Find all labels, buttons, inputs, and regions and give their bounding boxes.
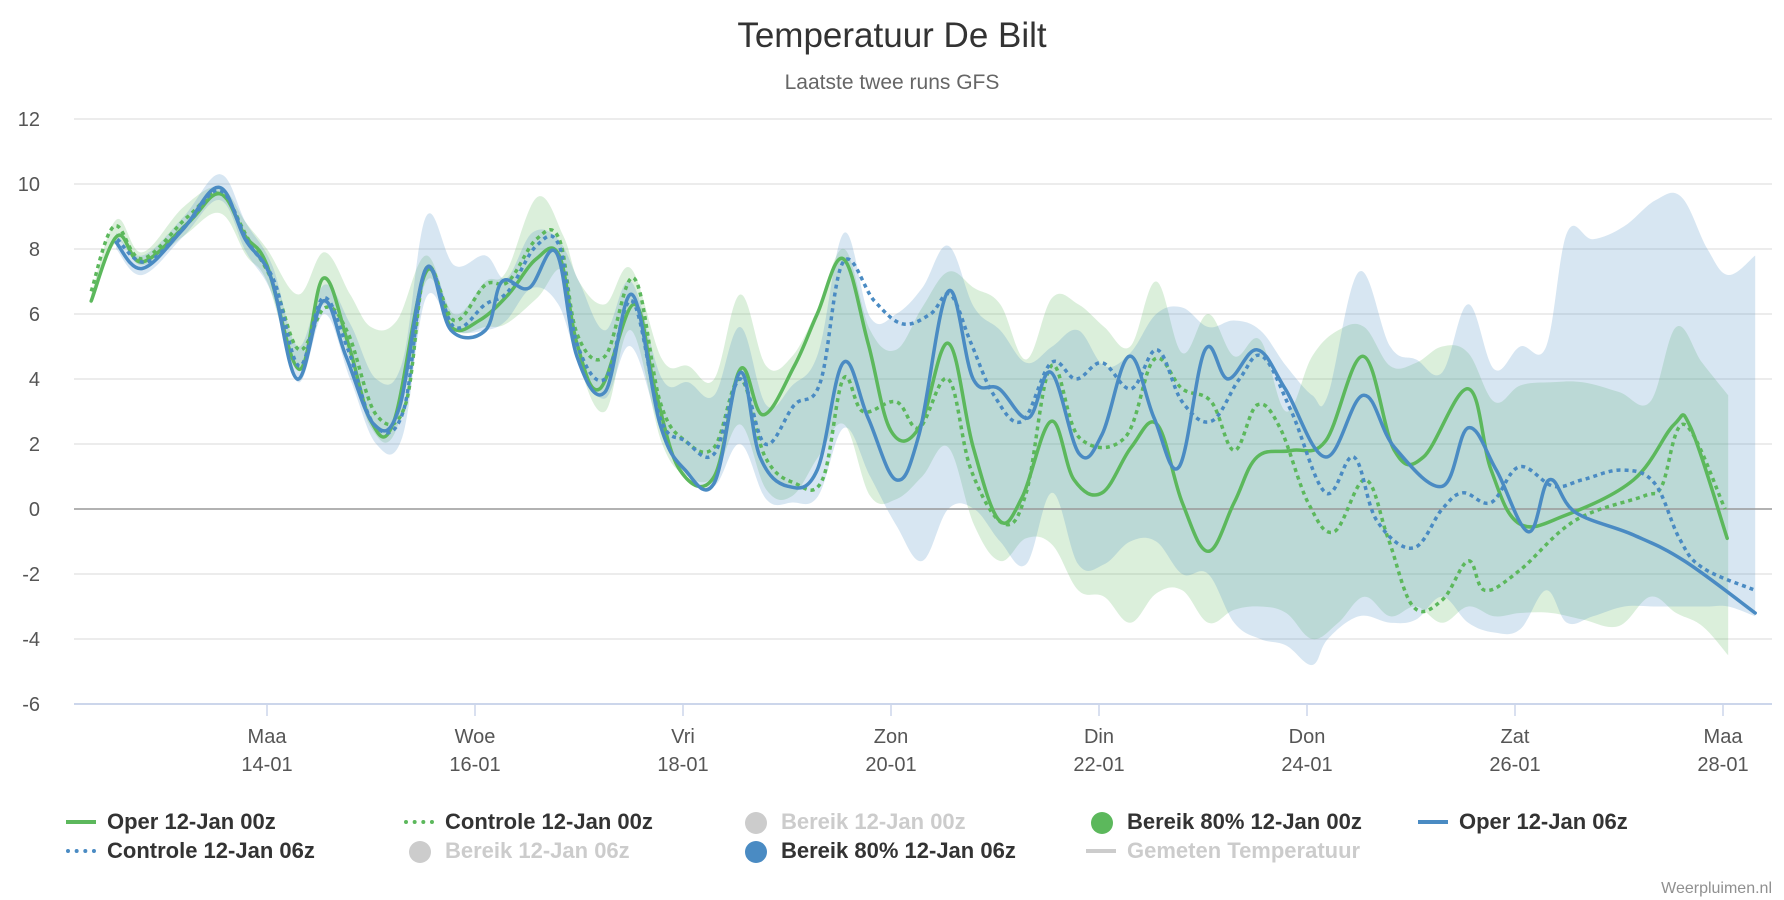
y-tick-label: 0 <box>29 499 40 521</box>
y-tick-label: 6 <box>29 304 40 326</box>
band-blue-80pct <box>116 174 1756 666</box>
y-tick-label: -6 <box>22 694 40 716</box>
legend-item[interactable]: Oper 12-Jan 00z <box>66 808 276 836</box>
legend-item-label: Bereik 80% 12-Jan 06z <box>781 838 1016 863</box>
y-tick-label: 4 <box>29 369 40 391</box>
x-tick-date-label: 22-01 <box>1073 754 1124 776</box>
legend-symbol-shape <box>1418 820 1448 824</box>
legend-symbol-shape <box>1086 849 1116 853</box>
legend-symbol-shape <box>66 849 96 853</box>
x-tick-date-label: 16-01 <box>449 754 500 776</box>
legend-item[interactable]: Bereik 12-Jan 00z <box>740 808 966 836</box>
legend-item-label: Controle 12-Jan 00z <box>445 809 653 834</box>
legend-circle-icon <box>740 812 770 834</box>
y-tick-label: 8 <box>29 239 40 261</box>
legend-item[interactable]: Oper 12-Jan 06z <box>1418 808 1628 836</box>
legend-symbol-shape <box>745 841 767 863</box>
legend-item-label: Bereik 12-Jan 00z <box>781 809 966 834</box>
legend-circle-icon <box>404 841 434 863</box>
controle-green-line <box>89 191 1727 614</box>
x-tick-day-label: Maa <box>248 726 288 748</box>
legend-symbol-shape <box>745 812 767 834</box>
y-tick-label: 12 <box>18 109 40 131</box>
legend-item-label: Oper 12-Jan 00z <box>107 809 276 834</box>
x-tick-date-label: 26-01 <box>1489 754 1540 776</box>
y-axis: -6 -4 -2 0 2 4 6 8 10 12 <box>18 109 40 716</box>
legend-item-label: Bereik 80% 12-Jan 00z <box>1127 809 1362 834</box>
x-tick-date-label: 28-01 <box>1697 754 1748 776</box>
legend-item-label: Oper 12-Jan 06z <box>1459 809 1628 834</box>
x-tick-day-label: Zon <box>874 726 908 748</box>
legend-item[interactable]: Controle 12-Jan 06z <box>66 837 315 865</box>
legend-symbol-shape <box>66 820 96 824</box>
legend-dotted-line-icon <box>404 812 434 832</box>
legend-dotted-line-icon <box>66 841 96 861</box>
legend-item[interactable]: Bereik 12-Jan 06z <box>404 837 630 865</box>
legend-symbol-shape <box>409 841 431 863</box>
chart-legend: Oper 12-Jan 00z Controle 12-Jan 00z Bereik… <box>66 808 1746 868</box>
legend-item-label: Gemeten Temperatuur <box>1127 838 1361 863</box>
controle-blue-line <box>115 188 1756 592</box>
x-tick-day-label: Maa <box>1704 726 1744 748</box>
x-tick-day-label: Don <box>1289 726 1326 748</box>
y-tick-label: 2 <box>29 434 40 456</box>
x-tick-date-label: 24-01 <box>1281 754 1332 776</box>
grid-lines <box>74 118 1772 705</box>
x-tick-date-label: 14-01 <box>241 754 292 776</box>
legend-symbol-shape <box>404 820 434 824</box>
x-axis: Maa 14-01 Woe 16-01 Vri 18-01 Zon 20-01 Din 22-01… <box>241 704 1749 776</box>
y-tick-label: 10 <box>18 174 40 196</box>
y-tick-label: -4 <box>22 629 40 651</box>
legend-item[interactable]: Controle 12-Jan 00z <box>404 808 653 836</box>
chart-subtitle: Laatste twee runs GFS <box>785 71 1000 94</box>
legend-item-label: Controle 12-Jan 06z <box>107 838 315 863</box>
legend-item[interactable]: Bereik 80% 12-Jan 06z <box>740 837 1016 865</box>
x-tick-day-label: Vri <box>671 726 695 748</box>
chart-title: Temperatuur De Bilt <box>737 16 1047 55</box>
x-tick-day-label: Woe <box>455 726 496 748</box>
x-tick-date-label: 20-01 <box>865 754 916 776</box>
legend-line-icon <box>1086 841 1116 861</box>
legend-item[interactable]: Gemeten Temperatuur <box>1086 837 1360 865</box>
x-tick-day-label: Zat <box>1501 726 1530 748</box>
legend-item-label: Bereik 12-Jan 06z <box>445 838 630 863</box>
series-lines <box>89 185 1757 615</box>
x-tick-day-label: Din <box>1084 726 1114 748</box>
oper-green-line <box>89 192 1729 554</box>
x-tick-date-label: 18-01 <box>657 754 708 776</box>
oper-blue-line <box>114 185 1757 615</box>
legend-symbol-shape <box>1091 812 1113 834</box>
legend-line-icon <box>1418 812 1448 832</box>
y-tick-label: -2 <box>22 564 40 586</box>
credits-link[interactable]: Weerpluimen.nl <box>1661 880 1772 897</box>
legend-circle-icon <box>740 841 770 863</box>
legend-line-icon <box>66 812 96 832</box>
legend-circle-icon <box>1086 812 1116 834</box>
legend-item[interactable]: Bereik 80% 12-Jan 00z <box>1086 808 1362 836</box>
